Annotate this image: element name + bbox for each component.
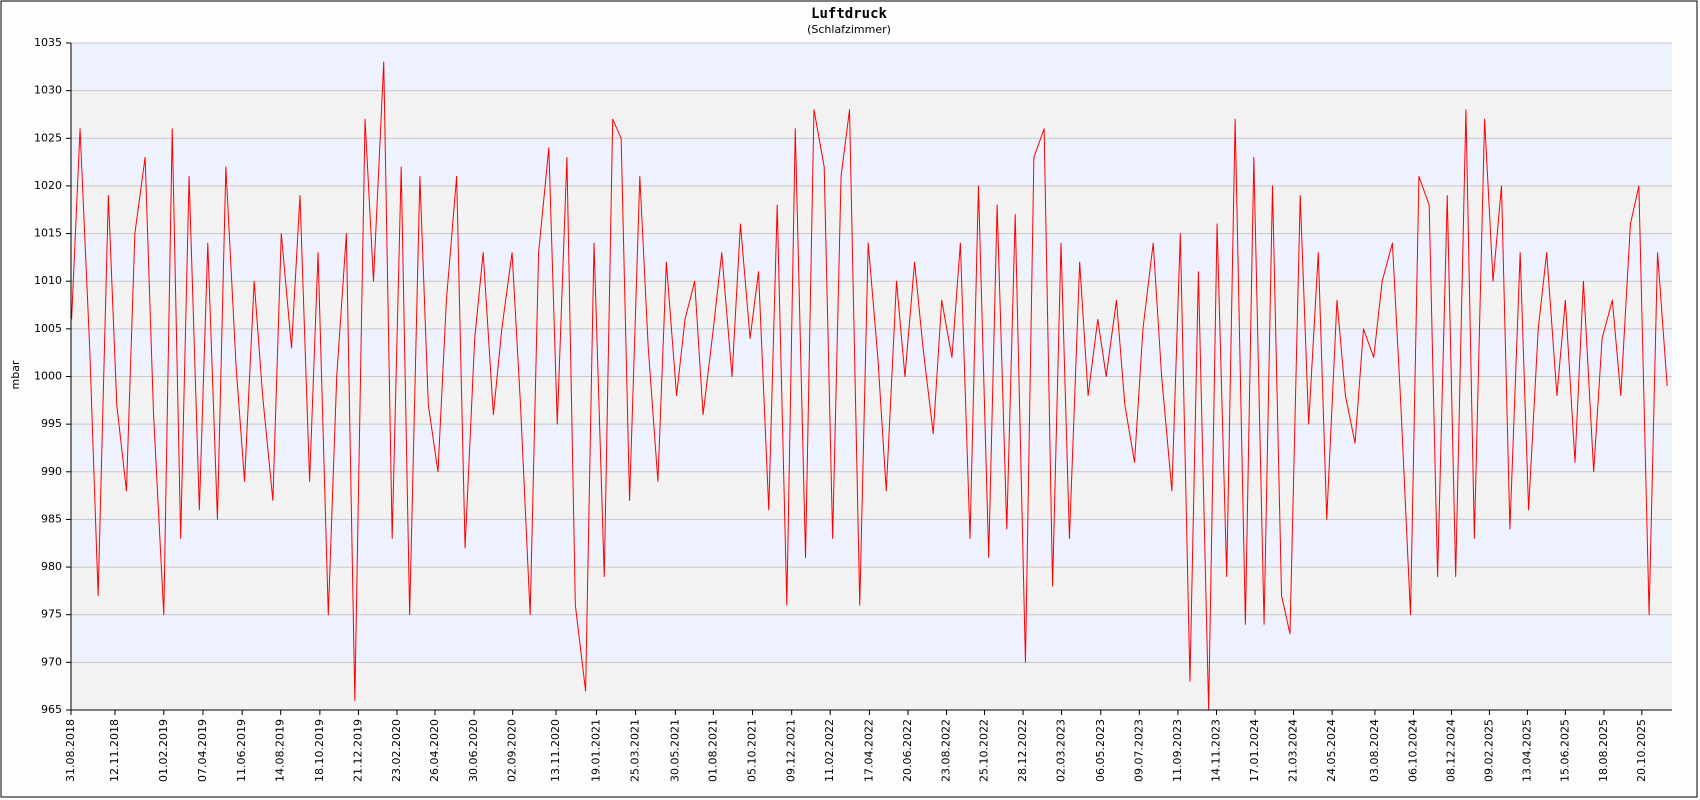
y-tick-label: 1015 bbox=[34, 227, 62, 240]
x-tick-label: 13.04.2025 bbox=[1520, 719, 1533, 782]
x-tick-label: 05.10.2021 bbox=[745, 719, 758, 782]
x-tick-label: 06.10.2024 bbox=[1407, 719, 1420, 782]
y-tick-label: 1025 bbox=[34, 131, 62, 144]
y-tick-label: 985 bbox=[41, 512, 62, 525]
x-tick-label: 14.11.2023 bbox=[1209, 719, 1222, 782]
y-tick-label: 975 bbox=[41, 608, 62, 621]
y-tick-label: 1010 bbox=[34, 274, 62, 287]
x-tick-label: 25.03.2021 bbox=[629, 719, 642, 782]
x-tick-label: 17.01.2024 bbox=[1248, 719, 1261, 782]
y-tick-label: 965 bbox=[41, 703, 62, 716]
x-tick-label: 20.10.2025 bbox=[1635, 719, 1648, 782]
x-tick-label: 14.08.2019 bbox=[274, 719, 287, 782]
x-tick-label: 09.12.2021 bbox=[785, 719, 798, 782]
plot-band bbox=[71, 662, 1672, 710]
plot-band bbox=[71, 424, 1672, 472]
x-tick-label: 13.11.2020 bbox=[549, 719, 562, 782]
plot-band bbox=[71, 567, 1672, 615]
x-tick-label: 12.11.2018 bbox=[108, 719, 121, 782]
plot-band bbox=[71, 90, 1672, 139]
x-tick-label: 25.10.2022 bbox=[977, 719, 990, 782]
y-tick-label: 1005 bbox=[34, 322, 62, 335]
y-axis-label: mbar bbox=[9, 360, 22, 389]
y-tick-label: 990 bbox=[41, 465, 62, 478]
x-tick-label: 23.08.2022 bbox=[940, 719, 953, 782]
x-tick-label: 21.12.2019 bbox=[351, 719, 364, 782]
x-tick-label: 18.08.2025 bbox=[1597, 719, 1610, 782]
y-tick-label: 970 bbox=[41, 655, 62, 668]
series-line bbox=[71, 61, 1668, 711]
chart-title: Luftdruck bbox=[811, 6, 887, 22]
x-tick-label: 21.03.2024 bbox=[1287, 719, 1300, 782]
plot-band bbox=[71, 233, 1672, 282]
x-tick-label: 11.02.2022 bbox=[823, 719, 836, 782]
x-tick-label: 18.10.2019 bbox=[313, 719, 326, 782]
plot-band bbox=[71, 614, 1672, 663]
x-tick-label: 03.08.2024 bbox=[1368, 719, 1381, 782]
x-tick-label: 24.05.2024 bbox=[1325, 719, 1338, 782]
plot-band bbox=[71, 185, 1672, 234]
plot-band bbox=[71, 376, 1672, 425]
x-tick-label: 23.02.2020 bbox=[390, 719, 403, 782]
plot-band bbox=[71, 519, 1672, 568]
x-tick-label: 07.04.2019 bbox=[196, 719, 209, 782]
y-tick-label: 1030 bbox=[34, 84, 62, 97]
plot-band bbox=[71, 43, 1672, 91]
y-tick-label: 995 bbox=[41, 417, 62, 430]
axes: 965 970 975 980 985 990 995 1000 1005 1010 1015 102… bbox=[34, 36, 1672, 782]
x-tick-label: 06.05.2023 bbox=[1094, 719, 1107, 782]
x-tick-label: 09.02.2025 bbox=[1482, 719, 1495, 782]
x-tick-label: 08.12.2024 bbox=[1444, 719, 1457, 782]
x-tick-label: 09.07.2023 bbox=[1132, 719, 1145, 782]
y-tick-label: 1000 bbox=[34, 370, 62, 383]
x-tick-label: 20.06.2022 bbox=[901, 719, 914, 782]
series-layer bbox=[71, 61, 1668, 711]
y-tick-label: 1020 bbox=[34, 179, 62, 192]
y-tick-label: 1035 bbox=[34, 36, 62, 49]
chart-subtitle: (Schlafzimmer) bbox=[807, 23, 891, 36]
plot-band bbox=[71, 281, 1672, 329]
x-tick-label: 19.01.2021 bbox=[589, 719, 602, 782]
x-tick-label: 31.08.2018 bbox=[64, 719, 77, 782]
x-tick-label: 01.02.2019 bbox=[157, 719, 170, 782]
x-tick-label: 28.12.2022 bbox=[1016, 719, 1029, 782]
x-tick-label: 02.03.2023 bbox=[1055, 719, 1068, 782]
x-tick-label: 30.05.2021 bbox=[668, 719, 681, 782]
x-tick-label: 11.06.2019 bbox=[235, 719, 248, 782]
x-tick-label: 15.06.2025 bbox=[1558, 719, 1571, 782]
y-tick-label: 980 bbox=[41, 560, 62, 573]
x-tick-label: 02.09.2020 bbox=[506, 719, 519, 782]
x-tick-label: 01.08.2021 bbox=[706, 719, 719, 782]
x-tick-label: 30.06.2020 bbox=[467, 719, 480, 782]
plot-bands bbox=[71, 43, 1672, 710]
plot-band bbox=[71, 138, 1672, 186]
plot-band bbox=[71, 328, 1672, 377]
x-tick-label: 11.09.2023 bbox=[1171, 719, 1184, 782]
plot-band bbox=[71, 471, 1672, 520]
x-tick-label: 26.04.2020 bbox=[428, 719, 441, 782]
x-tick-label: 17.04.2022 bbox=[862, 719, 875, 782]
